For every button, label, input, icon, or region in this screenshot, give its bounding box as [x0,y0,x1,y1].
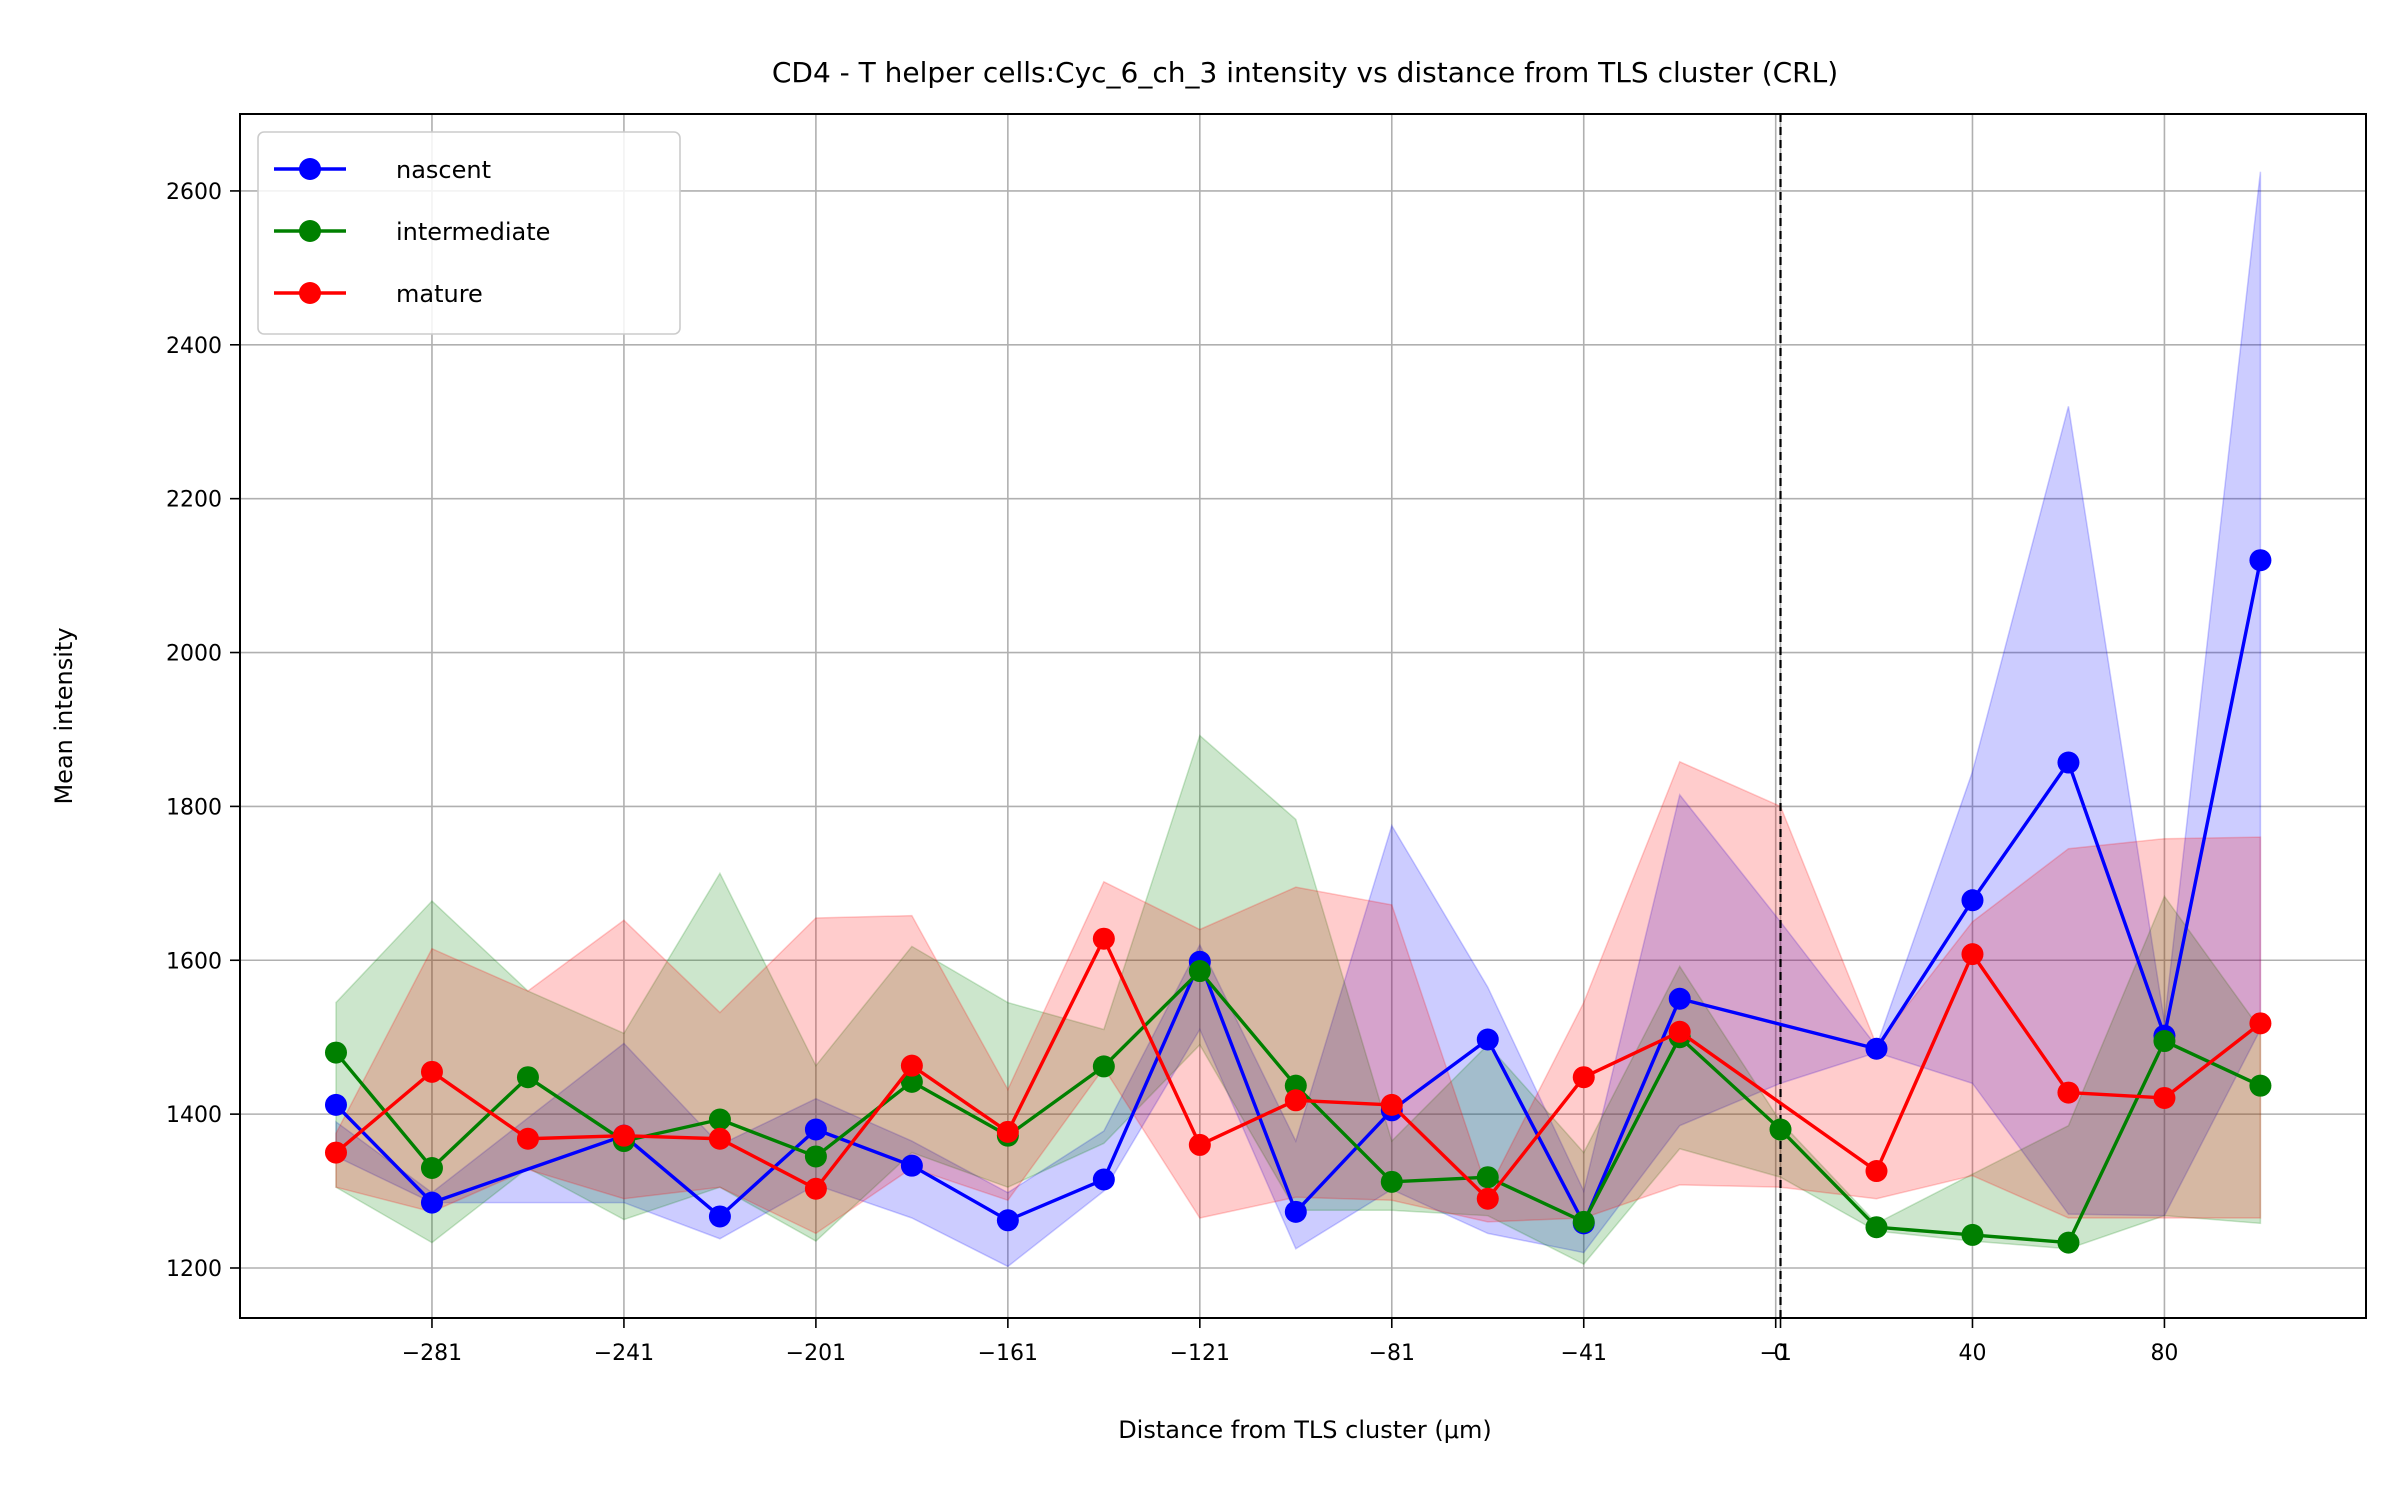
data-point-intermediate [1092,1055,1115,1078]
y-tick-label: 1400 [166,1103,222,1128]
data-point-intermediate [1769,1118,1792,1141]
data-point-mature [708,1127,731,1150]
data-point-intermediate [1961,1223,1984,1246]
data-point-intermediate [2057,1231,2080,1254]
data-point-mature [996,1120,1019,1143]
x-axis-label: Distance from TLS cluster (μm) [1118,1416,1492,1444]
x-tick-label: 0 [1774,1341,1788,1366]
data-point-mature [1284,1089,1307,1112]
data-point-nascent [324,1093,347,1116]
y-tick-label: 2600 [166,180,222,205]
data-point-nascent [1961,889,1984,912]
x-tick-label: 80 [2150,1341,2178,1366]
y-axis-label: Mean intensity [50,627,78,804]
data-point-intermediate [804,1145,827,1168]
data-point-nascent [708,1205,731,1228]
data-point-nascent [2249,549,2272,572]
chart-title: CD4 - T helper cells:Cyc_6_ch_3 intensit… [772,56,1838,89]
y-tick-label: 1200 [166,1257,222,1282]
x-tick-label: −161 [978,1341,1038,1366]
plot-area: −281 −241 −201 −161 −121 −81 −41 −10 40 80 1200 140… [166,113,2367,1366]
legend-label-nascent: nascent [396,156,491,184]
data-point-intermediate [516,1066,539,1089]
y-tick-label: 2400 [166,334,222,359]
data-point-mature [324,1141,347,1164]
legend-item-intermediate: intermediate [274,218,550,246]
series-line-mature [334,937,2262,1201]
legend-label-mature: mature [396,280,483,308]
y-tick-label: 2000 [166,642,222,667]
data-point-mature [2153,1086,2176,1109]
data-point-mature [804,1177,827,1200]
data-point-nascent [2057,751,2080,774]
data-point-nascent [1476,1028,1499,1051]
legend-item-nascent: nascent [274,156,491,184]
x-tick-label: −1 [1759,1341,1791,1366]
data-point-intermediate [1572,1210,1595,1233]
data-point-intermediate [900,1070,923,1093]
data-point-mature [420,1060,443,1083]
legend: nascent intermediate mature [257,131,681,335]
data-point-mature [2249,1012,2272,1035]
y-tick-label: 1600 [166,949,222,974]
x-tick-label: 40 [1958,1341,1986,1366]
data-point-nascent [1668,987,1691,1010]
x-tick-label: −81 [1369,1341,1415,1366]
data-point-intermediate [1380,1170,1403,1193]
y-tick-label: 1800 [166,795,222,820]
legend-marker-mature [299,282,321,304]
data-point-nascent [1865,1037,1888,1060]
data-point-mature [1668,1020,1691,1043]
data-point-mature [1865,1160,1888,1183]
data-point-intermediate [2249,1074,2272,1097]
x-tick-label: −41 [1561,1341,1607,1366]
data-point-nascent [804,1118,827,1141]
data-point-mature [1380,1093,1403,1116]
data-point-mature [1092,927,1115,950]
data-point-intermediate [708,1108,731,1131]
data-point-intermediate [1188,960,1211,983]
data-point-mature [516,1127,539,1150]
data-point-mature [1961,943,1984,966]
legend-marker-nascent [299,158,321,180]
data-point-intermediate [324,1041,347,1064]
data-point-mature [1476,1187,1499,1210]
data-point-nascent [420,1191,443,1214]
legend-item-mature: mature [274,280,483,308]
data-point-intermediate [2153,1030,2176,1053]
legend-box [257,131,681,335]
x-tick-label: −201 [786,1341,846,1366]
data-point-intermediate [1865,1216,1888,1239]
data-point-nascent [1092,1168,1115,1191]
data-point-nascent [900,1154,923,1177]
y-tick-label: 2200 [166,488,222,513]
data-point-mature [612,1124,635,1147]
legend-marker-intermediate [299,220,321,242]
legend-label-intermediate: intermediate [396,218,550,246]
x-tick-label: −241 [594,1341,654,1366]
x-tick-label: −121 [1170,1341,1230,1366]
data-point-mature [1572,1066,1595,1089]
axes-frame [239,113,2367,1319]
data-point-nascent [1284,1200,1307,1223]
data-point-mature [900,1054,923,1077]
data-point-mature [1188,1133,1211,1156]
data-point-mature [2057,1081,2080,1104]
x-tick-label: −281 [402,1341,462,1366]
data-point-intermediate [420,1156,443,1179]
data-point-intermediate [1476,1166,1499,1189]
data-point-nascent [996,1209,1019,1232]
